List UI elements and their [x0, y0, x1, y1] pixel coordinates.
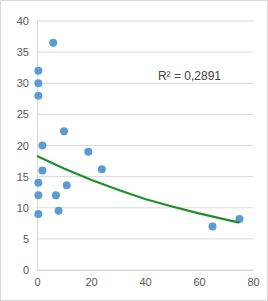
y-tick-label: 40 [17, 15, 29, 27]
point [34, 191, 42, 199]
point [38, 166, 46, 174]
y-axis: 0 5 10 15 20 25 30 35 40 [17, 15, 38, 276]
point [84, 148, 92, 156]
y-tick-label: 15 [17, 171, 29, 183]
grid-line [37, 176, 253, 177]
grid-line [37, 207, 253, 208]
y-tick: 40 [17, 15, 37, 27]
point [63, 181, 71, 189]
point [209, 222, 217, 230]
y-tick-label: 20 [17, 140, 29, 152]
point [49, 39, 57, 47]
grid-line [37, 238, 253, 239]
y-tick: 5 [23, 233, 37, 245]
grid-line [37, 21, 253, 22]
point [98, 165, 106, 173]
point [34, 79, 42, 87]
x-tick: 20 [85, 270, 97, 288]
y-axis-line [37, 22, 38, 271]
chart: 0 5 10 15 20 25 30 35 40 0 20 40 60 80 R² = 0,2891 [0, 0, 268, 301]
x-tick-label: 20 [85, 276, 97, 288]
x-tick: 80 [247, 270, 259, 288]
point [34, 67, 42, 75]
point [60, 127, 68, 135]
y-tick: 35 [17, 46, 37, 58]
y-tick: 20 [17, 140, 37, 152]
x-tick: 0 [34, 270, 40, 288]
trend-line [37, 156, 240, 223]
grid-line [37, 83, 253, 84]
grid [37, 21, 253, 270]
x-tick-label: 0 [34, 276, 40, 288]
y-tick: 25 [17, 108, 37, 120]
point [55, 207, 63, 215]
x-tick-label: 80 [247, 276, 259, 288]
x-tick-label: 40 [139, 276, 151, 288]
x-tick-label: 60 [193, 276, 205, 288]
grid-line [37, 270, 253, 271]
y-tick-label: 35 [17, 46, 29, 58]
y-tick: 30 [17, 77, 37, 89]
x-tick: 40 [139, 270, 151, 288]
grid-line [37, 145, 253, 146]
y-tick-label: 10 [17, 202, 29, 214]
point [38, 142, 46, 150]
marks [34, 39, 243, 231]
y-tick-label: 25 [17, 108, 29, 120]
x-axis: 0 20 40 60 80 [34, 270, 259, 288]
y-tick-label: 5 [23, 233, 29, 245]
points [34, 39, 243, 231]
plot: 0 5 10 15 20 25 30 35 40 0 20 40 60 80 R² = 0,2891 [17, 15, 260, 288]
y-tick-label: 0 [23, 264, 29, 276]
point [52, 191, 60, 199]
point [34, 179, 42, 187]
chart-border [1, 1, 268, 301]
point [34, 92, 42, 100]
y-tick: 15 [17, 171, 37, 183]
grid-line [37, 114, 253, 115]
x-axis-line [38, 270, 254, 271]
y-tick: 10 [17, 202, 37, 214]
y-tick: 0 [23, 264, 37, 276]
grid-line [37, 52, 253, 53]
x-tick: 60 [193, 270, 205, 288]
y-tick-label: 30 [17, 77, 29, 89]
point [34, 210, 42, 218]
annotation: R² = 0,2891 [158, 69, 221, 83]
